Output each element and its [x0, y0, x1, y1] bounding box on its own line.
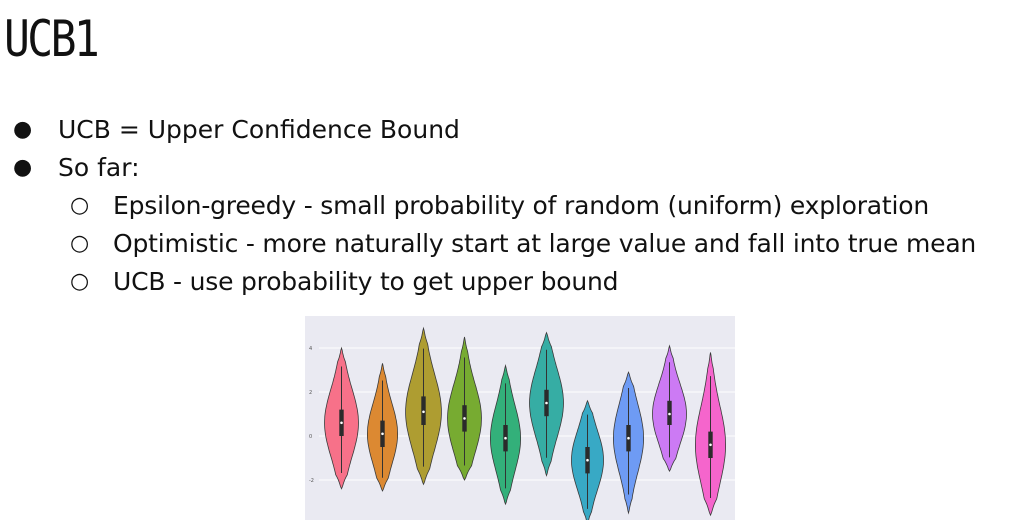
slide-title: UCB1: [4, 10, 97, 68]
bullet-dot-icon: ●: [13, 150, 32, 186]
violin-median-7: [586, 459, 589, 462]
sub-bullet-circle-icon: ○: [70, 188, 89, 224]
violin-median-3: [422, 411, 425, 414]
violin-median-2: [381, 433, 384, 436]
sub-bullet-text: Optimistic - more naturally start at lar…: [113, 226, 976, 262]
bullet-dot-icon: ●: [13, 112, 32, 148]
violin-median-4: [463, 417, 466, 420]
y-tick-label: -2: [309, 478, 314, 484]
bullet-text: So far:: [58, 150, 140, 186]
violin-chart: 420-2Reward: [305, 316, 735, 520]
sub-bullet-circle-icon: ○: [70, 226, 89, 262]
y-tick-label: 4: [309, 346, 312, 352]
sub-bullet-text: Epsilon-greedy - small probability of ra…: [113, 188, 929, 224]
violin-median-5: [504, 437, 507, 440]
violin-median-8: [627, 437, 630, 440]
violin-median-10: [709, 444, 712, 447]
sub-bullet-circle-icon: ○: [70, 264, 89, 300]
violin-median-9: [668, 413, 671, 416]
bullet-text: UCB = Upper Confidence Bound: [58, 112, 460, 148]
sub-bullet-text: UCB - use probability to get upper bound: [113, 264, 618, 300]
y-tick-label: 2: [309, 390, 312, 396]
violin-median-6: [545, 402, 548, 405]
y-tick-label: 0: [309, 434, 312, 440]
violin-median-1: [340, 422, 343, 425]
